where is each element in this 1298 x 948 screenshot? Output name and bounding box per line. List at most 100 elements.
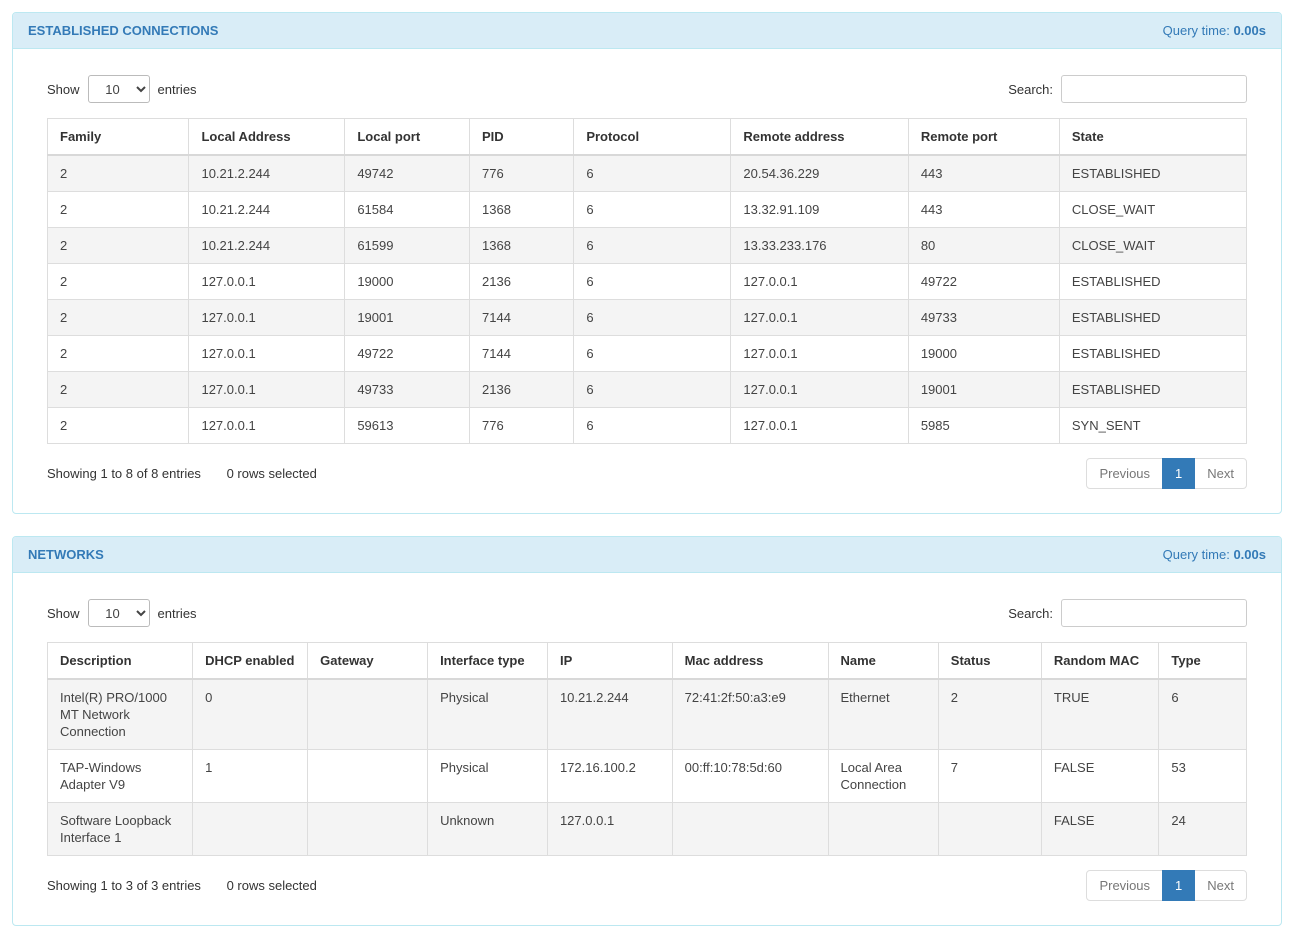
- column-header-dhcp-enabled[interactable]: DHCP enabled: [192, 642, 308, 680]
- cell: [937, 802, 1042, 856]
- cell: 49733: [907, 299, 1060, 336]
- search-input[interactable]: [1061, 599, 1247, 627]
- cell: 61584: [344, 191, 470, 228]
- cell: Local Area Connection: [827, 749, 939, 803]
- cell: 127.0.0.1: [730, 299, 909, 336]
- pagination-previous-button[interactable]: Previous: [1086, 458, 1164, 489]
- cell: 1: [192, 749, 308, 803]
- cell: 7: [937, 749, 1042, 803]
- cell: 00:ff:10:78:5d:60: [671, 749, 828, 803]
- column-header-protocol[interactable]: Protocol: [573, 118, 731, 156]
- table-row[interactable]: 2 10.21.2.244 61584 1368 6 13.32.91.109 443 CLO…: [47, 191, 1247, 228]
- cell: 7144: [469, 335, 574, 372]
- column-header-state[interactable]: State: [1058, 118, 1247, 156]
- pagination: Previous 1 Next: [1086, 458, 1247, 489]
- table-row[interactable]: 2 127.0.0.1 19000 2136 6 127.0.0.1 49722 ESTABL…: [47, 263, 1247, 300]
- cell: 6: [1158, 679, 1247, 750]
- table-row[interactable]: 2 127.0.0.1 49722 7144 6 127.0.0.1 19000 ESTABL…: [47, 335, 1247, 372]
- cell: [307, 802, 428, 856]
- table-row[interactable]: 2 10.21.2.244 49742 776 6 20.54.36.229 443 ESTA…: [47, 155, 1247, 192]
- column-header-description[interactable]: Description: [47, 642, 193, 680]
- show-label: Show: [47, 81, 80, 97]
- pagination: Previous 1 Next: [1086, 870, 1247, 901]
- cell: 6: [573, 227, 731, 264]
- column-header-gateway[interactable]: Gateway: [307, 642, 428, 680]
- cell: ESTABLISHED: [1058, 299, 1247, 336]
- search-label: Search:: [1008, 605, 1053, 621]
- cell: 443: [907, 155, 1060, 192]
- cell: 6: [573, 155, 731, 192]
- cell: 13.32.91.109: [730, 191, 909, 228]
- table-row[interactable]: 2 127.0.0.1 49733 2136 6 127.0.0.1 19001 ESTABL…: [47, 371, 1247, 408]
- cell: 2: [47, 155, 189, 192]
- page-length-control: Show 10 entries: [47, 599, 197, 627]
- cell: 1368: [469, 191, 574, 228]
- column-header-local-port[interactable]: Local port: [344, 118, 470, 156]
- cell: ESTABLISHED: [1058, 371, 1247, 408]
- table-row[interactable]: 2 10.21.2.244 61599 1368 6 13.33.233.176 80 CLO…: [47, 227, 1247, 264]
- page-length-select[interactable]: 10: [87, 75, 150, 103]
- cell: 2136: [469, 371, 574, 408]
- query-time-label: Query time:: [1162, 23, 1230, 38]
- search-input[interactable]: [1061, 75, 1247, 103]
- column-header-remote-port[interactable]: Remote port: [907, 118, 1060, 156]
- cell: [827, 802, 939, 856]
- cell: 2: [937, 679, 1042, 750]
- table-row[interactable]: TAP-Windows Adapter V9 1 Physical 172.16.10…: [47, 749, 1247, 803]
- column-header-interface-type[interactable]: Interface type: [427, 642, 548, 680]
- query-time-label: Query time:: [1162, 547, 1230, 562]
- column-header-local-address[interactable]: Local Address: [188, 118, 345, 156]
- cell: ESTABLISHED: [1058, 263, 1247, 300]
- column-header-random-mac[interactable]: Random MAC: [1040, 642, 1159, 680]
- cell: 776: [469, 155, 574, 192]
- panel-body: Show 10 entries Search: Description DHCP …: [13, 573, 1281, 925]
- table-row[interactable]: Software Loopback Interface 1 Unknown 127.…: [47, 802, 1247, 856]
- cell: [192, 802, 308, 856]
- column-header-ip[interactable]: IP: [546, 642, 673, 680]
- pagination-page-1-button[interactable]: 1: [1162, 458, 1196, 489]
- cell: 6: [573, 407, 731, 444]
- cell: 49722: [907, 263, 1060, 300]
- cell: 443: [907, 191, 1060, 228]
- cell: 49733: [344, 371, 470, 408]
- cell: 10.21.2.244: [546, 679, 673, 750]
- column-header-status[interactable]: Status: [937, 642, 1042, 680]
- cell: 59613: [344, 407, 470, 444]
- cell: 10.21.2.244: [188, 191, 345, 228]
- cell: 61599: [344, 227, 470, 264]
- column-header-pid[interactable]: PID: [469, 118, 574, 156]
- entries-label: entries: [157, 81, 197, 97]
- cell: 127.0.0.1: [730, 263, 909, 300]
- cell: Physical: [427, 749, 548, 803]
- query-time: Query time: 0.00s: [1163, 23, 1266, 38]
- column-header-name[interactable]: Name: [827, 642, 939, 680]
- table-row[interactable]: Intel(R) PRO/1000 MT Network Connection 0…: [47, 679, 1247, 750]
- pagination-previous-button[interactable]: Previous: [1086, 870, 1164, 901]
- column-header-family[interactable]: Family: [47, 118, 189, 156]
- cell: Ethernet: [827, 679, 939, 750]
- page-length-select[interactable]: 10: [87, 599, 150, 627]
- column-header-mac-address[interactable]: Mac address: [671, 642, 828, 680]
- cell: SYN_SENT: [1058, 407, 1247, 444]
- table-header: Description DHCP enabled Gateway Interface …: [47, 642, 1247, 680]
- table-row[interactable]: 2 127.0.0.1 19001 7144 6 127.0.0.1 49733 ESTABL…: [47, 299, 1247, 336]
- query-time: Query time: 0.00s: [1163, 547, 1266, 562]
- pagination-next-button[interactable]: Next: [1194, 458, 1247, 489]
- showing-entries-text: Showing 1 to 3 of 3 entries: [47, 878, 201, 893]
- cell: 2: [47, 263, 189, 300]
- cell: 49742: [344, 155, 470, 192]
- showing-entries-text: Showing 1 to 8 of 8 entries: [47, 466, 201, 481]
- cell: 24: [1158, 802, 1247, 856]
- cell: 7144: [469, 299, 574, 336]
- cell: 776: [469, 407, 574, 444]
- connections-table: Family Local Address Local port PID Protocol…: [47, 118, 1247, 444]
- table-header-row: Family Local Address Local port PID Protocol…: [47, 118, 1247, 156]
- pagination-next-button[interactable]: Next: [1194, 870, 1247, 901]
- column-header-remote-address[interactable]: Remote address: [730, 118, 909, 156]
- panel-heading: NETWORKS Query time: 0.00s: [13, 537, 1281, 573]
- column-header-type[interactable]: Type: [1158, 642, 1247, 680]
- table-row[interactable]: 2 127.0.0.1 59613 776 6 127.0.0.1 5985 SYN_SENT: [47, 407, 1247, 444]
- cell: 127.0.0.1: [188, 371, 345, 408]
- panel-title: NETWORKS: [28, 547, 104, 562]
- pagination-page-1-button[interactable]: 1: [1162, 870, 1196, 901]
